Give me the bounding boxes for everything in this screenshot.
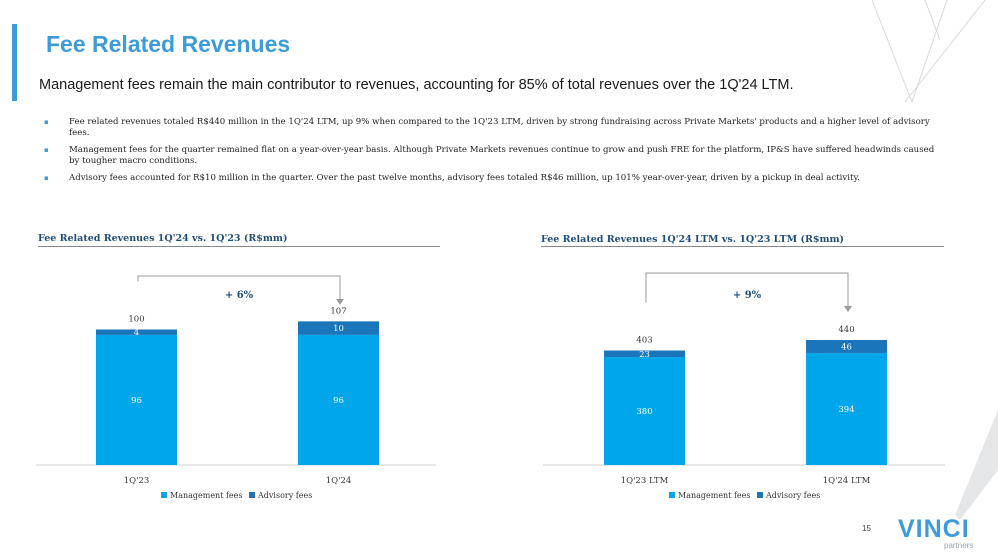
chart-2-segment-label: 46	[841, 343, 852, 353]
chart-2-rule	[541, 246, 944, 247]
bullet-item: ▪ Fee related revenues totaled R$440 mill…	[44, 117, 944, 139]
bullet-item: ▪ Advisory fees accounted for R$10 millio…	[44, 173, 944, 184]
chart-1-total-label: 107	[330, 306, 346, 316]
chart-2-legend-swatch-management	[669, 492, 675, 498]
chart-1-legend-swatch-advisory	[249, 492, 255, 498]
chart-2-growth-label: + 9%	[733, 290, 762, 301]
chart-1-segment-label: 4	[134, 328, 139, 338]
chart-1-bar-advisory	[298, 321, 379, 335]
bullet-text: Management fees for the quarter remained…	[69, 145, 935, 166]
chart-2-legend-advisory: Advisory fees	[765, 491, 820, 500]
chart-1-legend-swatch-management	[161, 492, 167, 498]
chart-2-total-label: 403	[636, 336, 652, 346]
chart-1-total-label: 100	[128, 314, 144, 324]
chart-2-segment-label: 380	[636, 407, 652, 417]
bullet-list: ▪ Fee related revenues totaled R$440 mill…	[44, 117, 944, 190]
page-number: 15	[862, 524, 871, 533]
chart-1-category-label: 1Q'24	[326, 476, 352, 486]
chart-2-bar-management	[604, 357, 685, 465]
chart-1-segment-label: 96	[333, 396, 344, 406]
bullet-item: ▪ Management fees for the quarter remaine…	[44, 145, 944, 167]
chart-1-bar-management	[96, 334, 177, 465]
chart-2-growth-bracket	[645, 272, 849, 307]
accent-bar	[12, 24, 17, 101]
chart-2-bar-management	[806, 353, 887, 465]
vinci-logo-sub: partners	[944, 541, 974, 550]
vinci-logo: VINCI	[898, 515, 970, 543]
chart-1-title: Fee Related Revenues 1Q'24 vs. 1Q'23 (R$…	[38, 233, 288, 244]
chart-2-bar-advisory	[604, 350, 685, 358]
chart-1-segment-label: 10	[333, 324, 344, 334]
chart-2-bar-advisory	[806, 340, 887, 354]
chart-2-category-label: 1Q'23 LTM	[621, 476, 669, 486]
chart-1-category-label: 1Q'23	[124, 476, 150, 486]
chart-2-category-label: 1Q'24 LTM	[823, 476, 871, 486]
bullet-marker: ▪	[44, 146, 49, 154]
chart-1-rule	[38, 246, 440, 247]
chart-1-legend-management: Management fees	[170, 491, 243, 500]
bullet-text: Fee related revenues totaled R$440 milli…	[69, 117, 930, 138]
page-subtitle: Management fees remain the main contribu…	[39, 77, 794, 93]
chart-2-legend-management: Management fees	[678, 491, 751, 500]
bullet-marker: ▪	[44, 174, 49, 182]
chart-1-growth-arrowhead	[336, 299, 344, 305]
chart-1-bar-management	[298, 334, 379, 465]
chart-1-bar-advisory	[96, 329, 177, 335]
bullet-marker: ▪	[44, 118, 49, 126]
chart-1-growth-bracket	[137, 275, 341, 300]
chart-2-title: Fee Related Revenues 1Q'24 LTM vs. 1Q'23…	[541, 234, 845, 245]
chart-1-segment-label: 96	[131, 396, 142, 406]
chart-2-growth-arrowhead	[844, 306, 852, 312]
bullet-text: Advisory fees accounted for R$10 million…	[69, 173, 860, 183]
chart-2-segment-label: 394	[838, 405, 854, 415]
chart-2-total-label: 440	[838, 325, 854, 335]
chart-2-segment-label: 23	[639, 350, 650, 360]
page-title: Fee Related Revenues	[46, 31, 291, 57]
chart-2-legend-swatch-advisory	[757, 492, 763, 498]
chart-1-legend-advisory: Advisory fees	[257, 491, 312, 500]
chart-1-growth-label: + 6%	[225, 290, 254, 301]
